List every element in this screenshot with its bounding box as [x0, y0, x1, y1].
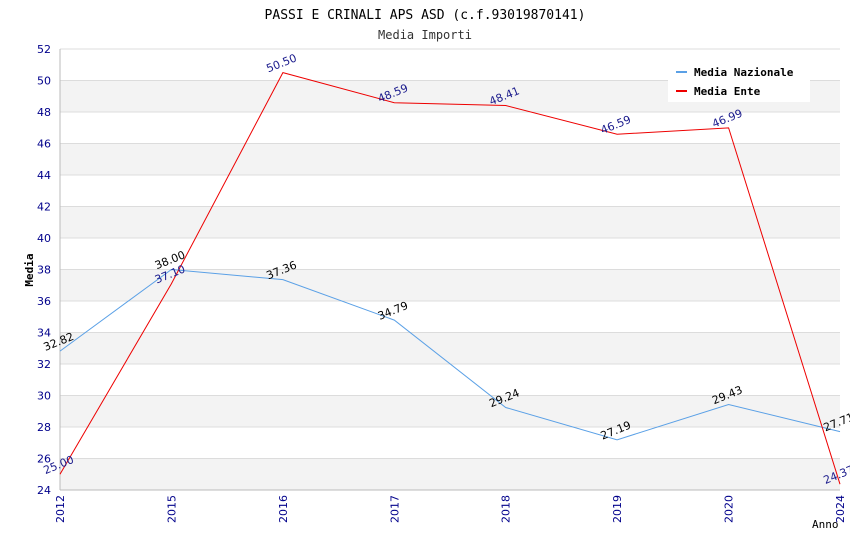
grid-band: [60, 269, 840, 301]
grid-band: [60, 206, 840, 238]
series-line-media-nazionale: [59, 268, 841, 441]
y-tick-label: 34: [37, 327, 51, 340]
y-tick-label: 30: [37, 390, 51, 403]
y-tick-label: 44: [37, 169, 51, 182]
grid-band: [60, 143, 840, 175]
chart-title: PASSI E CRINALI APS ASD (c.f.93019870141…: [265, 8, 586, 23]
grid-band: [60, 332, 840, 364]
y-tick-label: 38: [37, 264, 51, 277]
chart-subtitle: Media Importi: [378, 28, 472, 42]
y-tick-label: 28: [37, 421, 51, 434]
x-tick-labels: 2012 2015 2016 2017 2018 2019 2020 2024: [54, 495, 847, 523]
y-tick-label: 42: [37, 201, 51, 214]
y-tick-label: 26: [37, 453, 51, 466]
data-label-media-ente: 50.50: [265, 51, 299, 75]
grid-band: [60, 458, 840, 490]
x-axis-label: Anno: [812, 518, 839, 531]
x-tick-label: 2016: [277, 495, 290, 523]
x-tick-label: 2018: [500, 495, 513, 523]
legend: Media Nazionale Media Ente: [668, 60, 810, 102]
x-tick-label: 2020: [723, 495, 736, 523]
axes: [59, 49, 840, 491]
legend-label-media-ente: Media Ente: [694, 85, 761, 98]
y-tick-labels: 24 26 28 30 32 34 36 38 40 42 44 46 48 50 52: [37, 43, 51, 497]
series-lines: [59, 72, 841, 485]
x-tick-label: 2024: [834, 495, 847, 523]
legend-box: [668, 60, 810, 102]
y-tick-label: 40: [37, 232, 51, 245]
y-tick-label: 52: [37, 43, 51, 56]
y-tick-label: 24: [37, 484, 51, 497]
y-tick-label: 48: [37, 106, 51, 119]
y-tick-label: 46: [37, 138, 51, 151]
grid-bands: [60, 80, 840, 490]
legend-label-media-nazionale: Media Nazionale: [694, 66, 794, 79]
y-axis-label: Media: [23, 253, 36, 286]
x-tick-label: 2017: [388, 495, 401, 523]
grid-band: [60, 395, 840, 427]
y-tick-label: 32: [37, 358, 51, 371]
y-tick-label: 36: [37, 295, 51, 308]
y-tick-label: 50: [37, 75, 51, 88]
x-tick-label: 2012: [54, 495, 67, 523]
x-tick-label: 2015: [165, 495, 178, 523]
x-tick-label: 2019: [611, 495, 624, 523]
series-line-media-ente: [59, 72, 841, 485]
